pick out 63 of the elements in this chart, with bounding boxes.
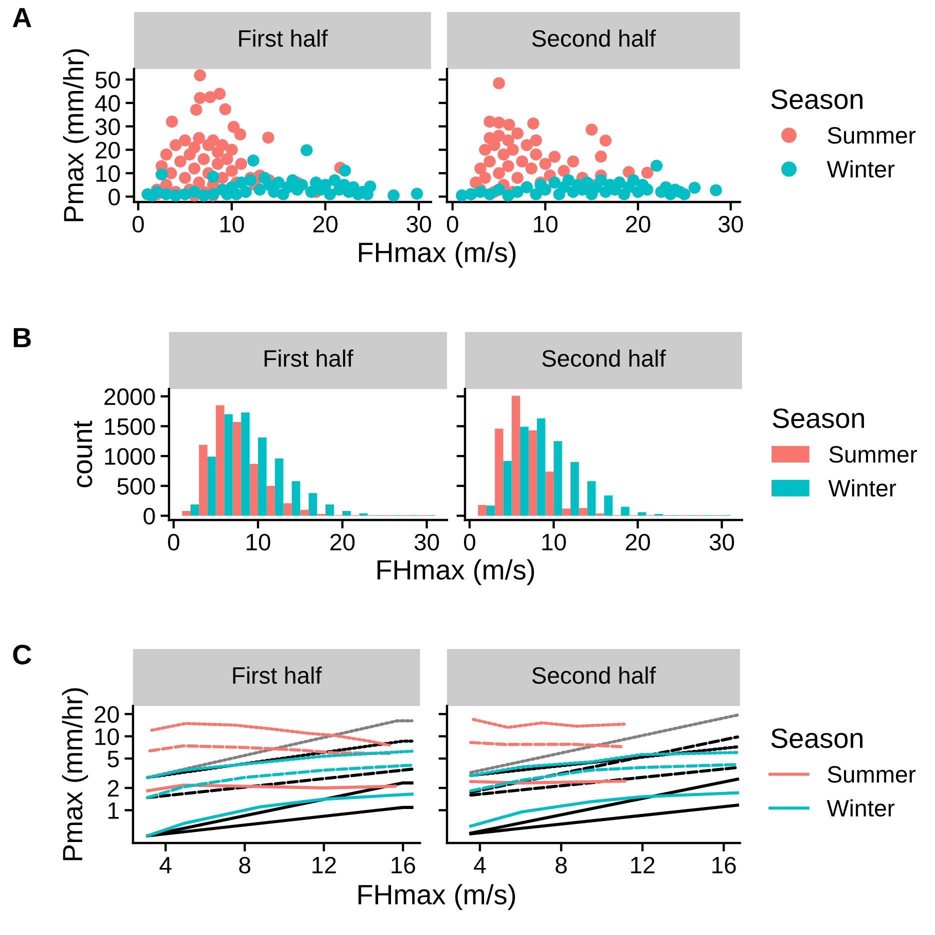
text: C xyxy=(13,644,32,664)
chart-title: First half xyxy=(264,349,354,367)
y-tick-label: 5 xyxy=(108,750,119,768)
y-tick-label: 2000 xyxy=(104,388,155,406)
x-tick-label: 20 xyxy=(626,534,650,551)
chart-title: Second half xyxy=(542,349,666,367)
legend-label: Winter xyxy=(826,799,895,817)
y-tick-label: 0 xyxy=(108,188,120,206)
legend-label: Summer xyxy=(829,446,918,463)
chart-title: First half xyxy=(239,29,328,47)
x-tick-label: 30 xyxy=(406,216,432,233)
x-tick-label: 8 xyxy=(239,856,250,874)
x-tick-label: 30 xyxy=(414,534,439,551)
legend-title: Season xyxy=(772,408,864,428)
y-tick-label: 20 xyxy=(96,142,120,159)
y-tick-label: 2 xyxy=(108,780,119,797)
x-tick-label: 16 xyxy=(712,856,736,874)
x-tick-label: 4 xyxy=(160,857,172,874)
x-tick-label: 12 xyxy=(312,856,336,874)
chart-title: Second half xyxy=(532,29,656,47)
y-axis-title: count xyxy=(74,420,92,488)
y-tick-label: 1500 xyxy=(105,418,155,435)
y-tick-label: 10 xyxy=(95,728,119,746)
x-tick-label: 20 xyxy=(626,216,650,233)
legend-label: Summer xyxy=(828,766,916,783)
x-axis-title: FHmax (m/s) xyxy=(378,559,534,586)
x-axis-title: FHmax (m/s) xyxy=(359,242,516,268)
x-tick-label: 4 xyxy=(474,857,486,874)
x-tick-label: 20 xyxy=(330,534,355,551)
y-tick-label: 500 xyxy=(117,478,155,495)
y-tick-label: 1 xyxy=(108,802,119,819)
x-tick-label: 16 xyxy=(392,856,416,874)
text: A xyxy=(12,8,32,28)
x-tick-label: 20 xyxy=(313,216,338,233)
x-tick-label: 30 xyxy=(710,534,734,551)
x-tick-label: 10 xyxy=(220,216,244,233)
x-tick-label: 0 xyxy=(464,534,476,551)
x-tick-label: 0 xyxy=(446,216,458,233)
y-tick-label: 50 xyxy=(95,72,120,88)
x-tick-label: 30 xyxy=(718,216,743,233)
y-tick-label: 40 xyxy=(95,95,120,112)
legend-label: Winter xyxy=(826,160,895,178)
x-tick-label: 0 xyxy=(168,534,180,551)
y-tick-label: 1000 xyxy=(105,448,155,465)
x-tick-label: 8 xyxy=(556,856,567,874)
y-tick-label: 10 xyxy=(96,165,120,182)
legend-title: Season xyxy=(771,89,862,110)
y-tick-label: 0 xyxy=(144,508,155,525)
y-tick-label: 30 xyxy=(95,118,120,136)
legend-label: Summer xyxy=(828,127,916,144)
legend-label: Winter xyxy=(828,479,896,497)
text: B xyxy=(14,328,31,348)
x-tick-label: 10 xyxy=(542,534,566,551)
y-tick-label: 20 xyxy=(94,706,119,723)
x-axis-title: FHmax (m/s) xyxy=(358,884,516,910)
x-tick-label: 10 xyxy=(534,216,558,233)
y-axis-title: Pmax (mm/hr) xyxy=(62,688,88,860)
x-tick-label: 12 xyxy=(631,856,654,874)
legend-title: Season xyxy=(771,728,862,748)
chart-title: Second half xyxy=(532,666,656,684)
chart-title: First half xyxy=(233,666,322,684)
x-tick-label: 10 xyxy=(246,534,270,551)
y-axis-title: Pmax (mm/hr) xyxy=(63,49,89,222)
